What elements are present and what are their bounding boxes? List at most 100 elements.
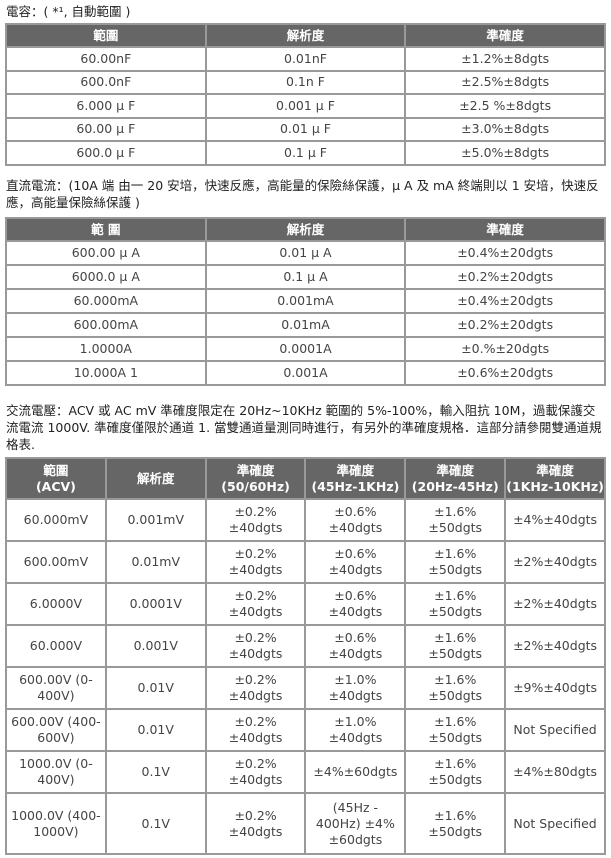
table-cell: ±0.2%±20dgts (404, 264, 606, 290)
table-cell: ±1.6% ±50dgts (404, 540, 507, 584)
table-cell: 1000.0V (400- 1000V) (5, 792, 107, 855)
table-cell: 0.01nF (204, 46, 407, 72)
table-cell: ±1.6% ±50dgts (404, 582, 507, 626)
table-cell: ±0.2% ±40dgts (204, 624, 307, 668)
table-cell: ±4%±80dgts (504, 750, 606, 794)
table-row: 60.00nF 0.01nF ±1.2%±8dgts (5, 46, 606, 72)
table-cell: 0.01V (104, 708, 207, 752)
table-row: 60.000V 0.001V ±0.2% ±40dgts ±0.6% ±40dgts ±1.… (5, 624, 606, 668)
table-cell: ±0.6% ±40dgts (304, 624, 407, 668)
table-row: 6000.0 µ A 0.1 µ A ±0.2%±20dgts (5, 264, 606, 290)
table-row: 600.00 µ A 0.01 µ A ±0.4%±20dgts (5, 240, 606, 266)
table-row: 600.00V (0- 400V) 0.01V ±0.2% ±40dgts ±1.0% ±4… (5, 666, 606, 710)
table-cell: ±0.4%±20dgts (404, 288, 606, 314)
table-cell: ±0.2% ±40dgts (204, 708, 307, 752)
table-cell: ±1.6% ±50dgts (404, 498, 507, 542)
table-cell: 0.01 µ A (204, 240, 407, 266)
table-cell: 0.001mA (204, 288, 407, 314)
table-cell: ±1.6% ±50dgts (404, 666, 507, 710)
table-row: 6.000 µ F 0.001 µ F ±2.5 %±8dgts (5, 93, 606, 119)
table-cell: 0.01mV (104, 540, 207, 584)
table-cell: 600.00V (0- 400V) (5, 666, 107, 710)
table-cell: 600.00mV (5, 540, 107, 584)
column-header: 準確度 (50/60Hz) (204, 457, 307, 500)
table-cell: 600.0nF (5, 69, 207, 95)
header-row: 範圍 解析度 準確度 (5, 23, 606, 48)
column-header: 範圍 (5, 23, 207, 48)
table-cell: ±2.5 %±8dgts (404, 93, 606, 119)
dc-current-caption: 直流電流：(10A 端 由一 20 安培，快速反應，高能量的保險絲保護，µ A … (6, 178, 599, 210)
table-cell: ±1.6% ±50dgts (404, 750, 507, 794)
table-cell: ±0.2% ±40dgts (204, 582, 307, 626)
table-cell: 0.1n F (204, 69, 407, 95)
column-header: 解析度 (204, 217, 407, 242)
table-cell: 0.001A (204, 360, 407, 386)
table-cell: ±0.2% ±40dgts (204, 792, 307, 855)
table-cell: ±3.0%±8dgts (404, 116, 606, 142)
table-cell: ±0.6% ±40dgts (304, 498, 407, 542)
table-cell: ±0.6%±20dgts (404, 360, 606, 386)
column-header: 範圍 (ACV) (5, 457, 107, 500)
table-row: 6.0000V 0.0001V ±0.2% ±40dgts ±0.6% ±40dgts ±1… (5, 582, 606, 626)
dc-current-table: 範 圍解析度 準確度 600.00 µ A 0.01 µ A ±0.4%±20dgts 6… (5, 217, 606, 386)
table-cell: ±0.2% ±40dgts (204, 498, 307, 542)
table-cell: ±0.4%±20dgts (404, 240, 606, 266)
table-cell: 0.0001A (204, 336, 407, 362)
table-cell: ±0.6% ±40dgts (304, 540, 407, 584)
table-row: 1000.0V (0- 400V) 0.1V ±0.2% ±40dgts ±4%±60dg… (5, 750, 606, 794)
table-cell: 6000.0 µ A (5, 264, 207, 290)
table-cell: 60.000mV (5, 498, 107, 542)
table-cell: ±1.6% ±50dgts (404, 708, 507, 752)
table-cell: 0.01mA (204, 312, 407, 338)
table-row: 1000.0V (400- 1000V) 0.1V ±0.2% ±40dgts (45Hz… (5, 792, 606, 855)
table-cell: 0.001 µ F (204, 93, 407, 119)
table-cell: ±0.2%±20dgts (404, 312, 606, 338)
table-cell: ±0.2% ±40dgts (204, 540, 307, 584)
table-row: 600.00mV 0.01mV ±0.2% ±40dgts ±0.6% ±40dgts ±1… (5, 540, 606, 584)
table-cell: 6.0000V (5, 582, 107, 626)
table-cell: ±0.2% ±40dgts (204, 750, 307, 794)
table-cell: ±1.0% ±40dgts (304, 666, 407, 710)
table-row: 60.00 µ F 0.01 µ F ±3.0%±8dgts (5, 116, 606, 142)
table-cell: ±9%±40dgts (504, 666, 606, 710)
table-row: 60.000mV 0.001mV ±0.2% ±40dgts ±0.6% ±40dgts ±… (5, 498, 606, 542)
table-cell: 0.0001V (104, 582, 207, 626)
table-cell: 1000.0V (0- 400V) (5, 750, 107, 794)
table-cell: ±2.5%±8dgts (404, 69, 606, 95)
table-cell: 60.00 µ F (5, 116, 207, 142)
table-cell: 6.000 µ F (5, 93, 207, 119)
capacitance-caption: 電容：( *¹, 自動範圍 ) (6, 4, 131, 19)
table-cell: ±0.2% ±40dgts (204, 666, 307, 710)
table-row: 600.00mA 0.01mA ±0.2%±20dgts (5, 312, 606, 338)
table-cell: Not Specified (504, 708, 606, 752)
column-header: 範 圍 (5, 217, 207, 242)
table-cell: 60.000V (5, 624, 107, 668)
table-cell: ±2%±40dgts (504, 540, 606, 584)
table-cell: ±0.6% ±40dgts (304, 582, 407, 626)
table-cell: 0.001V (104, 624, 207, 668)
column-header: 解析度 (104, 457, 207, 500)
table-cell: 0.1 µ A (204, 264, 407, 290)
ac-voltage-table: 範圍 (ACV) 解析度 準確度 (50/60Hz) 準確度 (45Hz-1KHz) 準確度(… (5, 457, 606, 855)
table-row: 10.000A 1 0.001A ±0.6%±20dgts (5, 360, 606, 386)
table-cell: ±2%±40dgts (504, 582, 606, 626)
column-header: 準確度 (1KHz-10KHz) (504, 457, 606, 500)
table-cell: 1.0000A (5, 336, 207, 362)
table-row: 600.0 µ F 0.1 µ F ±5.0%±8dgts (5, 140, 606, 166)
column-header: 準確度 (404, 23, 606, 48)
table-cell: 10.000A 1 (5, 360, 207, 386)
table-cell: 600.0 µ F (5, 140, 207, 166)
capacitance-table: 範圍 解析度 準確度 60.00nF 0.01nF ±1.2%±8dgts 600.0nF 0… (5, 23, 606, 166)
table-cell: ±1.2%±8dgts (404, 46, 606, 72)
header-row: 範圍 (ACV) 解析度 準確度 (50/60Hz) 準確度 (45Hz-1KHz) 準確度(… (5, 457, 606, 500)
table-cell: ±1.0% ±40dgts (304, 708, 407, 752)
column-header: 準確度 (404, 217, 606, 242)
table-cell: ±2%±40dgts (504, 624, 606, 668)
table-cell: 0.001mV (104, 498, 207, 542)
table-cell: (45Hz -400Hz) ±4% ±60dgts (304, 792, 407, 855)
ac-voltage-caption: 交流電壓：ACV 或 AC mV 準確度限定在 20Hz~10KHz 範圍的 5… (6, 403, 602, 452)
table-cell: Not Specified (504, 792, 606, 855)
table-cell: ±4%±40dgts (504, 498, 606, 542)
table-cell: 60.000mA (5, 288, 207, 314)
table-cell: ±1.6% ±50dgts (404, 624, 507, 668)
